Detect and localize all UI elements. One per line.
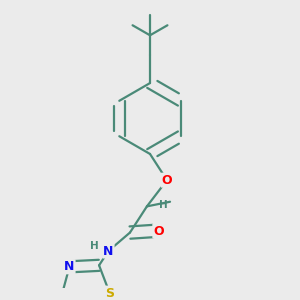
Text: H: H [90,241,98,250]
Text: S: S [105,286,114,300]
Text: N: N [64,260,75,273]
Text: O: O [153,224,164,238]
Text: O: O [162,174,172,187]
Text: H: H [159,200,167,210]
Text: N: N [103,244,114,258]
